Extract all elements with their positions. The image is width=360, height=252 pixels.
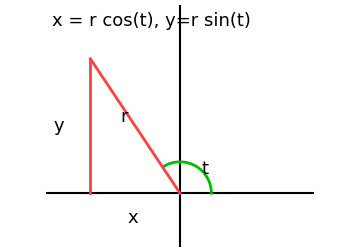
Text: r: r xyxy=(120,108,128,126)
Text: t: t xyxy=(201,160,208,178)
Text: x: x xyxy=(128,209,138,227)
Text: y: y xyxy=(54,117,64,135)
Text: x = r cos(t), y=r sin(t): x = r cos(t), y=r sin(t) xyxy=(52,12,251,30)
